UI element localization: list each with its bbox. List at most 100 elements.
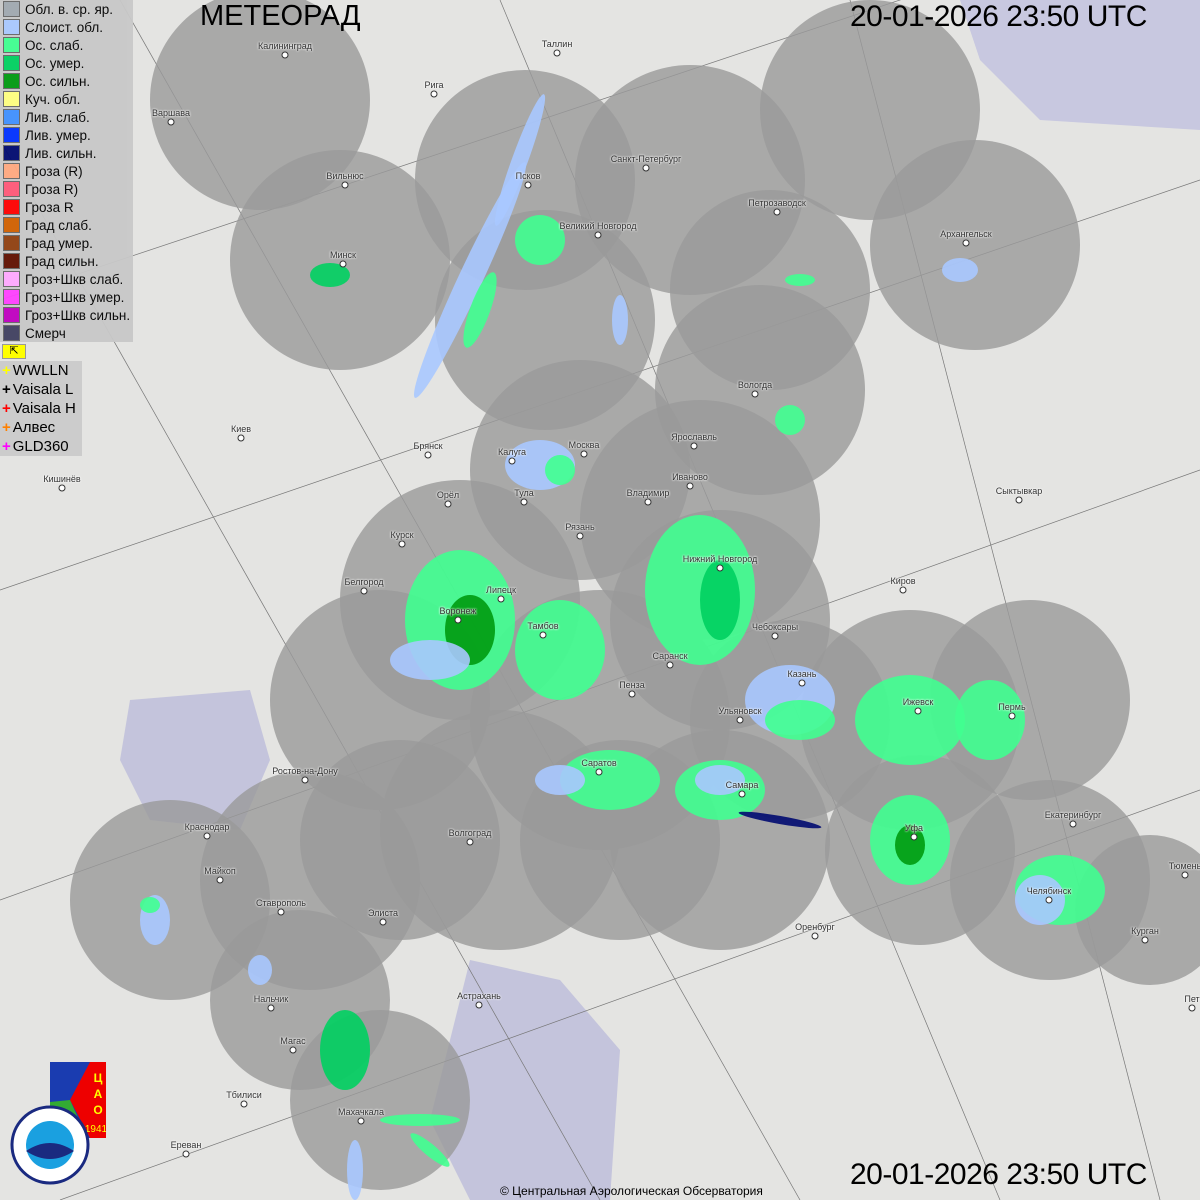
legend-swatch [3, 199, 20, 215]
timestamp-bottom: 20-01-2026 23:50 UTC [850, 1158, 1147, 1191]
radar-range-circle [230, 150, 450, 370]
city-dot [553, 49, 561, 57]
city-dot [466, 838, 474, 846]
city-label: Вологда [737, 380, 773, 390]
legend-label: Куч. обл. [25, 91, 81, 107]
city-dot [58, 484, 66, 492]
city-dot [357, 1117, 365, 1125]
legend-label: Ос. сильн. [25, 73, 91, 89]
city-dot [301, 776, 309, 784]
city-label: Минск [330, 250, 356, 260]
precipitation-echo [410, 1133, 450, 1167]
legend-label: Град умер. [25, 235, 93, 251]
city-label: Екатеринбург [1044, 810, 1102, 820]
precipitation-echo [463, 272, 497, 348]
legend-swatch [3, 19, 20, 35]
radar-range-circle [870, 140, 1080, 350]
city-label: Нижний Новгород [682, 554, 758, 564]
city-label: Магас [280, 1036, 306, 1046]
city-dot [1015, 496, 1023, 504]
city-label: Киров [890, 576, 916, 586]
city-label: Ульяновск [718, 706, 762, 716]
legend-swatch [3, 289, 20, 305]
city-dot [267, 1004, 275, 1012]
cross-icon: + [2, 400, 11, 417]
city-label: Ереван [170, 1140, 202, 1150]
city-label: Орёл [436, 490, 460, 500]
city-dot [576, 532, 584, 540]
city-label: Волгоград [448, 828, 492, 838]
precipitation-echo [310, 263, 350, 287]
legend-item: Град сильн. [0, 252, 133, 270]
city-dot [771, 632, 779, 640]
city-dot [1069, 820, 1077, 828]
city-label: Оренбург [795, 922, 835, 932]
lightning-source-label: Vaisala H [12, 400, 76, 417]
precipitation-echo [612, 295, 628, 345]
legend-item: Гроз+Шкв слаб. [0, 270, 133, 288]
city-label: Варшава [152, 108, 190, 118]
city-label: Пет [1184, 994, 1200, 1004]
copyright: © Центральная Аэрологическая Обсерватори… [500, 1184, 763, 1198]
city-dot [642, 164, 650, 172]
legend-item: Смерч [0, 324, 133, 342]
precipitation-echo [1015, 875, 1065, 925]
city-markers [58, 49, 1196, 1158]
city-dot [216, 876, 224, 884]
legend-item: Лив. слаб. [0, 108, 133, 126]
city-dot [277, 908, 285, 916]
city-dot [237, 434, 245, 442]
city-dot [508, 457, 516, 465]
city-dot [644, 498, 652, 506]
legend-label: Лив. слаб. [25, 109, 90, 125]
city-dot [379, 918, 387, 926]
lightning-source-label: Алвес [12, 419, 56, 436]
legend-label: Гроза R) [25, 181, 79, 197]
cross-icon: + [2, 419, 11, 436]
city-dot [240, 1100, 248, 1108]
city-dot [628, 690, 636, 698]
legend-label: Лив. умер. [25, 127, 91, 143]
city-dot [1045, 896, 1053, 904]
city-label: Тула [514, 488, 534, 498]
legend-swatch [3, 271, 20, 287]
city-label: Киев [230, 424, 252, 434]
precipitation-echo [942, 258, 978, 282]
legend-swatch [3, 253, 20, 269]
precipitation-echo [515, 215, 565, 265]
city-dot [595, 768, 603, 776]
lightning-source-item: + Алвес [0, 418, 82, 437]
legend-swatch [3, 37, 20, 53]
legend-item: Гроз+Шкв сильн. [0, 306, 133, 324]
precipitation-echo [390, 640, 470, 680]
city-label: Самара [725, 780, 759, 790]
city-dot [167, 118, 175, 126]
legend-label: Обл. в. ср. яр. [25, 1, 114, 17]
legend-label: Гроз+Шкв умер. [25, 289, 125, 305]
city-dot [716, 564, 724, 572]
legend-item: Гроза R) [0, 180, 133, 198]
legend-item: Ос. умер. [0, 54, 133, 72]
city-label: Калининград [257, 41, 313, 51]
city-label: Краснодар [184, 822, 230, 832]
city-label: Астрахань [457, 991, 501, 1001]
city-label: Челябинск [1026, 886, 1072, 896]
legend-swatch [3, 181, 20, 197]
city-label: Курск [390, 530, 414, 540]
flag-toggle-button[interactable]: ⇱ [2, 344, 26, 359]
timestamp-top: 20-01-2026 23:50 UTC [850, 0, 1147, 33]
legend-label: Ос. слаб. [25, 37, 84, 53]
legend-swatch [3, 1, 20, 17]
legend-swatch [3, 109, 20, 125]
legend-swatch [3, 307, 20, 323]
precipitation-echo [895, 825, 925, 865]
city-dot [690, 442, 698, 450]
legend-swatch [3, 73, 20, 89]
legend-item: Град умер. [0, 234, 133, 252]
legend-swatch [3, 163, 20, 179]
city-label: Воронеж [439, 606, 477, 616]
city-label: Иваново [672, 472, 708, 482]
city-dot [430, 90, 438, 98]
lightning-source-item: + Vaisala L [0, 380, 82, 399]
